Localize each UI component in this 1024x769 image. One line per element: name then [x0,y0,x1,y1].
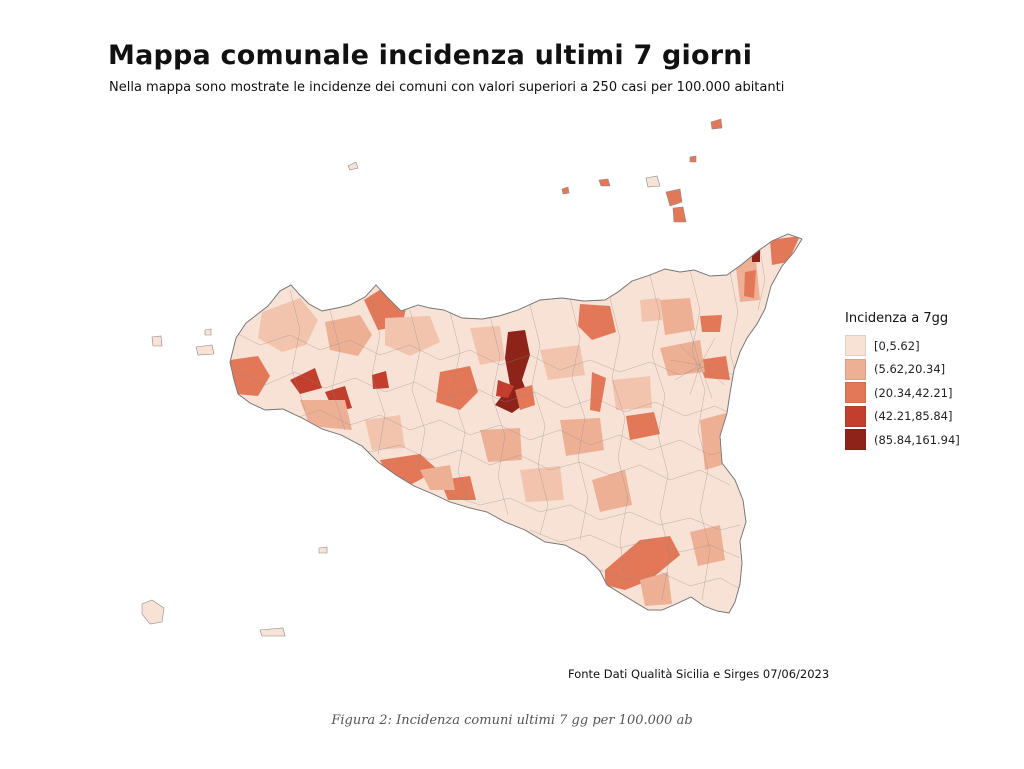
map-subtitle: Nella mappa sono mostrate le incidenze d… [109,80,785,95]
legend-label: [0,5.62] [874,338,920,353]
legend-item-class-4: (42.21,85.84] [845,405,1005,429]
municipality-borders [230,249,766,601]
legend-swatch [845,405,866,427]
map-title: Mappa comunale incidenza ultimi 7 giorni [108,40,753,71]
legend-item-class-2: (5.62,20.34] [845,358,1005,382]
island-vulcano [672,206,687,223]
island-lipari [665,188,683,207]
minor-islands [141,118,723,637]
island-filicudi [598,178,611,187]
legend-label: (42.21,85.84] [874,409,953,424]
island-levanzo [204,328,212,336]
island-alicudi [561,186,570,195]
island-lampedusa [259,627,286,637]
map-legend: Incidenza a 7gg [0,5.62] (5.62,20.34] (2… [845,311,1005,452]
legend-item-class-5: (85.84,161.94] [845,428,1005,452]
legend-swatch [845,382,866,404]
data-source-note: Fonte Dati Qualità Sicilia e Sirges 07/0… [568,667,830,681]
figure-caption: Figura 2: Incidenza comuni ultimi 7 gg p… [331,713,693,728]
island-pantelleria [141,599,165,625]
legend-swatch [845,335,866,357]
legend-item-class-1: [0,5.62] [845,334,1005,358]
legend-swatch [845,429,866,451]
legend-label: (5.62,20.34] [874,362,946,377]
island-marettimo [151,335,163,347]
island-salina [645,175,661,188]
island-stromboli [710,118,723,130]
legend-label: (20.34,42.21] [874,385,953,400]
legend-title: Incidenza a 7gg [845,311,949,326]
island-favignana [195,344,215,356]
legend-item-class-3: (20.34,42.21] [845,381,1005,405]
island-linosa [318,546,328,554]
legend-label: (85.84,161.94] [874,432,960,447]
island-panarea [689,155,697,163]
island-ustica [347,161,359,171]
legend-swatch [845,358,866,380]
